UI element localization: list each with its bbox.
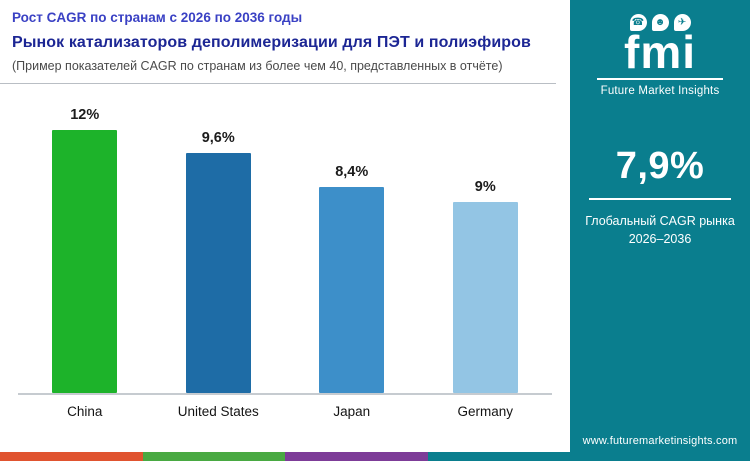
stat-value: 7,9% [615, 145, 705, 187]
stat-caption-line1: Глобальный CAGR рынка [585, 214, 735, 228]
bar-group: 8,4% [292, 164, 412, 393]
phone-icon: ☎ [629, 14, 647, 31]
person-icon: ☻ [651, 14, 669, 31]
bar-group: 9% [425, 179, 545, 393]
bar-value-label: 9,6% [201, 130, 235, 146]
bar [185, 153, 251, 393]
chart-subtitle: (Пример показателей CAGR по странам из б… [12, 59, 503, 73]
logo-divider [597, 78, 723, 80]
chart-title: Рынок катализаторов деполимеризации для … [12, 34, 531, 51]
strip-segment [0, 452, 143, 461]
logo-wordmark: fmi [624, 26, 696, 78]
strip-segment [285, 452, 428, 461]
bar [52, 130, 118, 393]
chart-panel: Рост CAGR по странам с 2026 по 2036 годы… [0, 0, 570, 461]
strip-segment [142, 452, 285, 461]
category-label: Japan [333, 404, 371, 419]
category-label: Germany [457, 404, 514, 419]
bars: 12% 9,6% 8,4% 9% [18, 98, 552, 395]
category-label: China [67, 404, 103, 419]
header-divider [0, 83, 556, 84]
sidebar: ☎ ☻ ✈ fmi Future Market Insights 7,9% Гл… [570, 0, 750, 461]
stat-caption: Глобальный CAGR рынка 2026–2036 [580, 212, 740, 248]
logo-tagline: Future Market Insights [600, 85, 720, 97]
chart-kicker: Рост CAGR по странам с 2026 по 2036 годы [12, 10, 303, 25]
bar-chart: 12% 9,6% 8,4% 9% China United States Japan Ger… [0, 84, 570, 452]
chart-header: Рост CAGR по странам с 2026 по 2036 годы… [0, 0, 570, 81]
bar [319, 187, 385, 393]
logo-icons-row: ☎ ☻ ✈ [597, 14, 723, 31]
global-cagr-stat: 7,9% Глобальный CAGR рынка 2026–2036 [580, 145, 740, 248]
bar-value-label: 12% [70, 107, 100, 123]
category-labels: China United States Japan Germany [18, 395, 552, 425]
strip-segment [427, 452, 570, 461]
stat-divider [589, 198, 731, 200]
bar-group: 12% [25, 107, 145, 393]
fmi-logo: ☎ ☻ ✈ fmi Future Market Insights [597, 14, 723, 97]
bar-group: 9,6% [158, 130, 278, 393]
category-label: United States [177, 404, 259, 419]
stat-caption-line2: 2026–2036 [628, 232, 692, 247]
bar-value-label: 8,4% [335, 164, 369, 180]
plane-icon: ✈ [673, 14, 691, 31]
bar-value-label: 9% [474, 179, 496, 195]
footer-color-strip [0, 452, 570, 461]
website-link[interactable]: www.futuremarketinsights.com [582, 435, 738, 447]
bar [452, 202, 518, 393]
